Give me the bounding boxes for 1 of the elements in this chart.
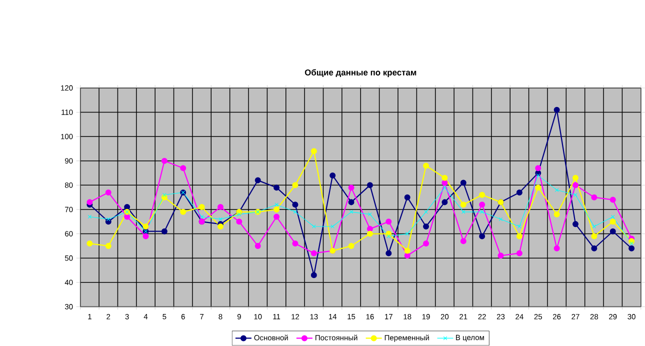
chart-title: Общие данные по крестам (304, 69, 416, 78)
